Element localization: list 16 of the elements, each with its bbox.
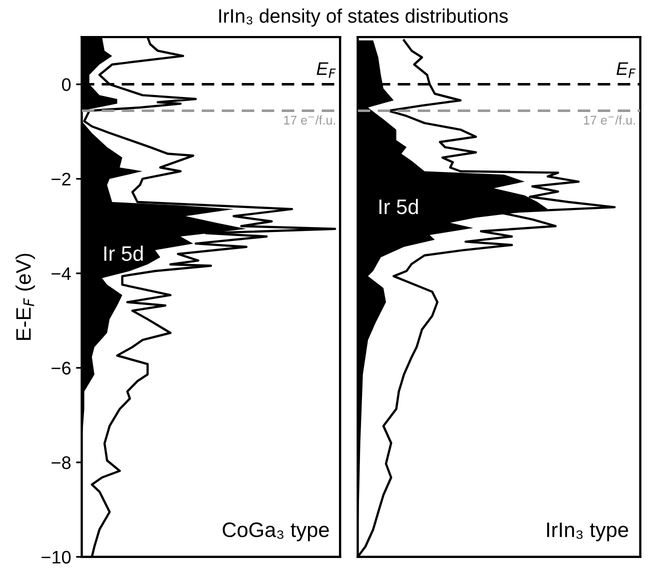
y-tick-label: −4 xyxy=(52,267,71,280)
ref-line-label: 17 e$^{−}$/f.u. xyxy=(584,115,635,125)
annotation: Ir 5d xyxy=(104,246,143,261)
chart-title: IrIn₃ density of states distributions xyxy=(219,8,508,27)
ref-line-label: 17 e$^{−}$/f.u. xyxy=(284,115,336,125)
y-tick-label: −10 xyxy=(42,550,71,564)
y-tick-label: 0 xyxy=(62,78,71,92)
annotation: IrIn₃ type xyxy=(547,522,628,542)
y-tick-label: −6 xyxy=(52,362,71,375)
y-tick-label: −2 xyxy=(52,172,70,186)
ref-line-label: E$_{F}$ xyxy=(316,62,336,78)
y-tick-label: −8 xyxy=(52,456,71,470)
annotation: CoGa₃ type xyxy=(222,522,329,542)
y-axis-title: E-E$_{F}$ (eV) xyxy=(16,254,35,340)
annotation: Ir 5d xyxy=(379,198,418,214)
ref-line-label: E$_{F}$ xyxy=(616,62,636,78)
